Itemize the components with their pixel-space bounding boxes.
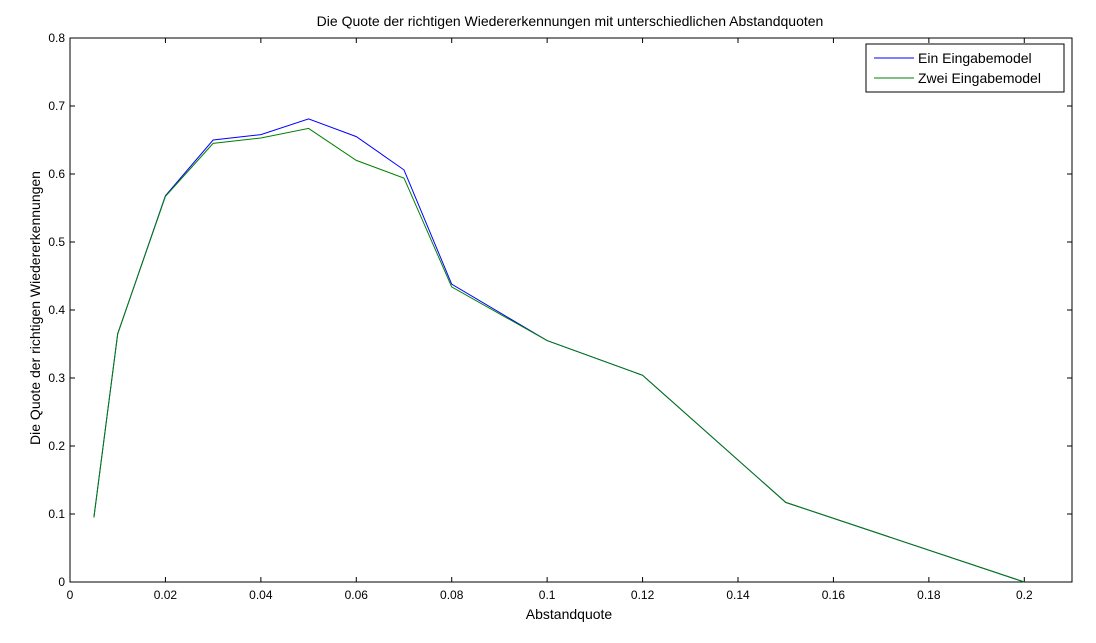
y-axis: 0 0.1 0.2 0.3 0.4 0.5 0.6 0.7 0.8 [48, 31, 1072, 589]
x-tick-label: 0.18 [917, 588, 941, 602]
x-axis: 0 0.02 0.04 0.06 0.08 0.1 0.12 0.14 0.16 0.18 0.2 [67, 38, 1033, 602]
x-tick-label: 0.08 [440, 588, 464, 602]
x-tick-label: 0.02 [154, 588, 178, 602]
y-tick-label: 0.5 [48, 235, 65, 249]
series-layer [93, 118, 1025, 583]
x-tick-label: 0.2 [1016, 588, 1033, 602]
x-tick-label: 0.12 [631, 588, 655, 602]
chart-title: Die Quote der richtigen Wiedererkennunge… [317, 13, 824, 29]
y-tick-label: 0.1 [48, 507, 65, 521]
legend: Ein Eingabemodel Zwei Eingabemodel [865, 43, 1065, 93]
y-tick-label: 0.4 [48, 303, 65, 317]
series-line-1 [93, 127, 1025, 583]
x-tick-label: 0.14 [726, 588, 750, 602]
x-tick-label: 0.1 [539, 588, 556, 602]
x-axis-title: Abstandquote [526, 606, 613, 622]
y-axis-title: Die Quote der richtigen Wiedererkennunge… [27, 171, 43, 445]
plot-area-frame [69, 37, 1073, 583]
x-tick-label: 0.04 [249, 588, 273, 602]
y-tick-label: 0.3 [48, 371, 65, 385]
y-tick-label: 0 [58, 575, 65, 589]
legend-label-zwei-eingabemodel: Zwei Eingabemodel [918, 70, 1041, 86]
y-tick-label: 0.6 [48, 167, 65, 181]
y-tick-label: 0.7 [48, 99, 65, 113]
legend-label-ein-eingabemodel: Ein Eingabemodel [918, 50, 1032, 66]
x-tick-label: 0 [67, 588, 74, 602]
x-tick-label: 0.06 [345, 588, 369, 602]
legend-box [865, 43, 1065, 93]
y-tick-label: 0.2 [48, 439, 65, 453]
x-tick-label: 0.16 [822, 588, 846, 602]
y-tick-label: 0.8 [48, 31, 65, 45]
